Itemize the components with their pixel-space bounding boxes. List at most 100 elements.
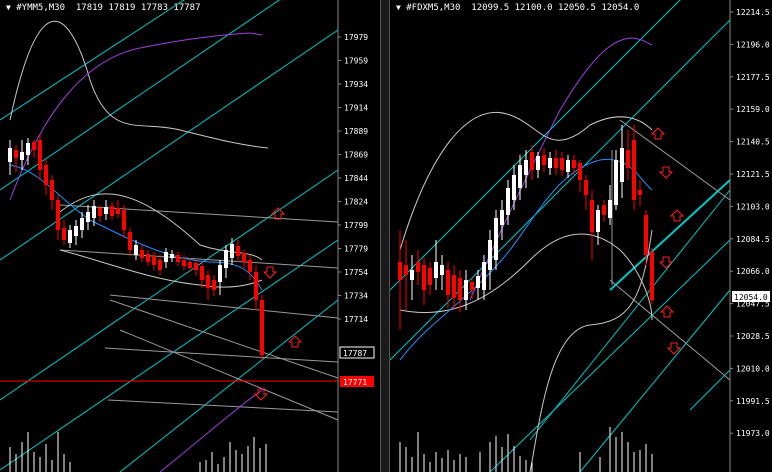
candle-body	[56, 200, 60, 230]
candle-body	[602, 205, 606, 215]
candle-body	[518, 165, 522, 188]
axis-tick-label: 12159.0	[736, 105, 770, 114]
lower-bollinger	[529, 229, 653, 472]
candle-body	[596, 210, 600, 232]
candle-body	[194, 263, 198, 270]
candle-body	[608, 200, 612, 218]
chart-canvas-fdxm5[interactable]: 12214.5 12196.0 12177.5 12159.0 12140.5 12121…	[390, 0, 772, 472]
dropdown-triangle-icon[interactable]: ▼	[396, 3, 401, 12]
current-price-text: 12054.0	[734, 293, 768, 302]
candle-body	[614, 160, 618, 205]
axis-tick-label: 17714	[344, 315, 368, 324]
candle-body	[200, 266, 204, 280]
axis-tick-label: 12084.5	[736, 235, 770, 244]
candle-body	[632, 140, 636, 200]
chart-canvas-ymm5[interactable]: 17979 17959 17934 17914 17889 17869 17844 17824…	[0, 0, 380, 472]
dropdown-triangle-icon[interactable]: ▼	[6, 3, 11, 12]
signal-arrows-ymm5	[253, 207, 303, 401]
candle-body	[242, 253, 246, 262]
candle-body	[68, 230, 72, 243]
candle-body	[62, 228, 66, 240]
arrow-up-icon	[650, 127, 666, 140]
candle-body	[182, 260, 186, 266]
candle-body	[260, 300, 264, 355]
upper-envelope	[9, 32, 263, 201]
volume-bars-ymm5	[9, 432, 267, 472]
channel-lines	[390, 0, 731, 472]
candle-body	[488, 240, 492, 270]
candle-body	[398, 262, 402, 280]
volume-bars-fdxm5	[399, 427, 653, 472]
arrow-down-icon	[658, 256, 674, 269]
candle-body	[140, 250, 144, 258]
candle-body	[8, 148, 12, 162]
axis-tick-label: 17959	[344, 57, 368, 66]
current-price-text: 17787	[343, 349, 367, 358]
candle-body	[212, 280, 216, 290]
axis-tick-label: 17889	[344, 127, 368, 136]
candle-body	[218, 265, 222, 282]
axis-tick-label: 11991.5	[736, 397, 770, 406]
candle-body	[44, 165, 48, 185]
candle-body	[428, 268, 432, 285]
candle-body	[410, 270, 414, 280]
candle-body	[14, 150, 18, 158]
arrow-down-icon	[262, 266, 278, 279]
current-price-tag	[732, 291, 770, 302]
chart-pane-fdxm5[interactable]: ▼ #FDXM5,M30 12099.5 12100.0 12050.5 120…	[390, 0, 772, 472]
candle-body	[542, 155, 546, 165]
candle-body	[416, 262, 420, 272]
candle-body	[578, 163, 582, 180]
axis-tick-label: 11973.0	[736, 429, 770, 438]
candle-body	[230, 244, 234, 258]
candle-body	[524, 160, 528, 175]
candle-body	[452, 275, 456, 298]
candle-body	[566, 160, 570, 172]
axis-tick-label: 17934	[344, 80, 368, 89]
candle-body	[92, 206, 96, 218]
candle-body	[644, 215, 648, 255]
arrow-up-icon	[659, 305, 675, 318]
pane-divider[interactable]	[380, 0, 390, 472]
axis-tick-label: 12010.0	[736, 364, 770, 373]
axis-tick-label: 17824	[344, 198, 368, 207]
symbol-label: #YMM5,M30	[16, 3, 66, 13]
axis-tick-label: 17979	[344, 33, 368, 42]
candle-body	[170, 254, 174, 258]
moving-average	[9, 164, 263, 291]
candle-body	[206, 275, 210, 288]
candle-body	[236, 246, 240, 256]
candle-body	[560, 158, 564, 170]
current-price-tag	[339, 346, 375, 359]
axis-tick-label: 12047.5	[736, 300, 770, 309]
arrow-up-icon	[287, 335, 303, 348]
candle-body	[104, 207, 108, 214]
candle-body	[38, 140, 42, 170]
axis-tick-label: 17799	[344, 221, 368, 230]
axis-tick-label: 12196.0	[736, 40, 770, 49]
candle-body	[482, 262, 486, 290]
candle-body	[146, 254, 150, 262]
signal-arrows-fdxm5	[650, 127, 685, 355]
candle-body	[158, 260, 162, 270]
chart-header-fdxm5: ▼ #FDXM5,M30 12099.5 12100.0 12050.5 120…	[396, 3, 639, 13]
price-axis-fdxm5: 12214.5 12196.0 12177.5 12159.0 12140.5 12121…	[730, 8, 770, 438]
axis-tick-label: 12066.0	[736, 267, 770, 276]
candle-body	[626, 150, 630, 168]
arrow-down-icon	[253, 388, 269, 401]
upper-bollinger	[399, 111, 653, 251]
candle-body	[512, 175, 516, 200]
axis-tick-label: 12177.5	[736, 73, 770, 82]
mid-band	[399, 233, 653, 321]
ref-price-tag	[340, 376, 374, 387]
candle-body	[98, 208, 102, 216]
ohlc-label: 12099.5 12100.0 12050.5 12054.0	[471, 3, 640, 13]
candle-body	[86, 212, 90, 222]
candle-body	[176, 255, 180, 262]
candle-body	[650, 252, 654, 300]
axis-tick-label: 12140.5	[736, 138, 770, 147]
candle-body	[20, 152, 24, 160]
chart-pane-ymm5[interactable]: ▼ #YMM5,M30 17819 17819 17783 17787	[0, 0, 380, 472]
candle-body	[548, 158, 552, 168]
candle-body	[584, 180, 588, 195]
